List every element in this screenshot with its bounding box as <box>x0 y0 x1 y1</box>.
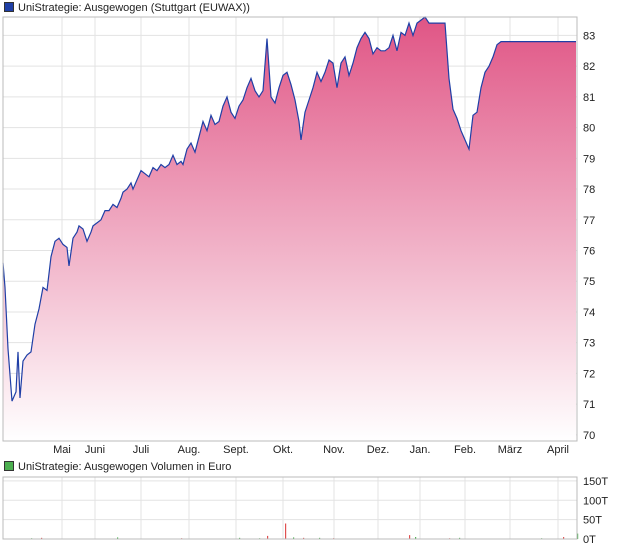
volume-bar <box>577 533 579 539</box>
price-x-tick-label: Feb. <box>454 444 476 456</box>
price-y-tick-label: 75 <box>583 276 595 288</box>
volume-bar <box>303 537 305 539</box>
price-x-tick-label: Jan. <box>410 444 431 456</box>
price-y-tick-label: 82 <box>583 61 595 73</box>
price-x-tick-label: Nov. <box>323 444 345 456</box>
price-y-tick-label: 81 <box>583 92 595 104</box>
price-x-tick-label: März <box>498 444 522 456</box>
volume-legend-label: UniStrategie: Ausgewogen Volumen in Euro <box>18 461 232 473</box>
price-y-tick-label: 76 <box>583 246 595 258</box>
volume-bar <box>415 537 417 539</box>
price-legend-label: UniStrategie: Ausgewogen (Stuttgart (EUW… <box>18 2 250 14</box>
volume-y-tick-label: 0T <box>583 534 596 546</box>
volume-y-tick-label: 100T <box>583 495 608 507</box>
volume-plot-frame <box>2 476 578 540</box>
price-y-tick-label: 71 <box>583 399 595 411</box>
volume-bar <box>41 537 43 539</box>
volume-y-tick-label: 50T <box>583 515 602 527</box>
price-y-tick-label: 83 <box>583 30 595 42</box>
volume-legend: UniStrategie: Ausgewogen Volumen in Euro <box>4 461 231 473</box>
price-legend-swatch <box>4 2 14 12</box>
price-y-tick-label: 77 <box>583 215 595 227</box>
volume-bar <box>409 535 411 539</box>
price-x-tick-label: Okt. <box>273 444 293 456</box>
volume-legend-swatch <box>4 461 14 471</box>
price-x-tick-label: Mai <box>53 444 71 456</box>
price-area <box>3 17 576 441</box>
volume-bar <box>117 537 119 539</box>
volume-bar <box>293 537 295 539</box>
price-y-tick-label: 74 <box>583 307 595 319</box>
volume-bar <box>285 523 287 539</box>
price-x-tick-label: Sept. <box>223 444 249 456</box>
price-y-tick-label: 80 <box>583 123 595 135</box>
price-y-tick-label: 73 <box>583 338 595 350</box>
price-line <box>2 16 576 402</box>
volume-bar <box>319 537 321 539</box>
price-y-tick-label: 78 <box>583 184 595 196</box>
price-panel: 70 71 72 73 74 75 76 77 78 79 80 81 82 83 Mai Juni Juli A… <box>2 16 595 456</box>
price-legend: UniStrategie: Ausgewogen (Stuttgart (EUW… <box>4 2 250 14</box>
volume-bar <box>239 537 241 539</box>
volume-y-tick-label: 150T <box>583 476 608 488</box>
price-y-tick-label: 72 <box>583 368 595 380</box>
volume-bar <box>563 537 565 539</box>
volume-plot-background <box>3 477 577 539</box>
volume-bar <box>267 535 269 539</box>
price-x-tick-label: Dez. <box>367 444 390 456</box>
volume-panel: 0T 50T 100T 150T <box>2 476 608 546</box>
price-x-tick-label: April <box>547 444 569 456</box>
price-plot-frame <box>2 16 578 442</box>
volume-bar <box>459 537 461 539</box>
price-x-tick-label: Juni <box>85 444 105 456</box>
price-y-tick-label: 79 <box>583 153 595 165</box>
price-x-tick-label: Juli <box>133 444 150 456</box>
price-x-tick-label: Aug. <box>178 444 201 456</box>
price-y-tick-label: 70 <box>583 430 595 442</box>
